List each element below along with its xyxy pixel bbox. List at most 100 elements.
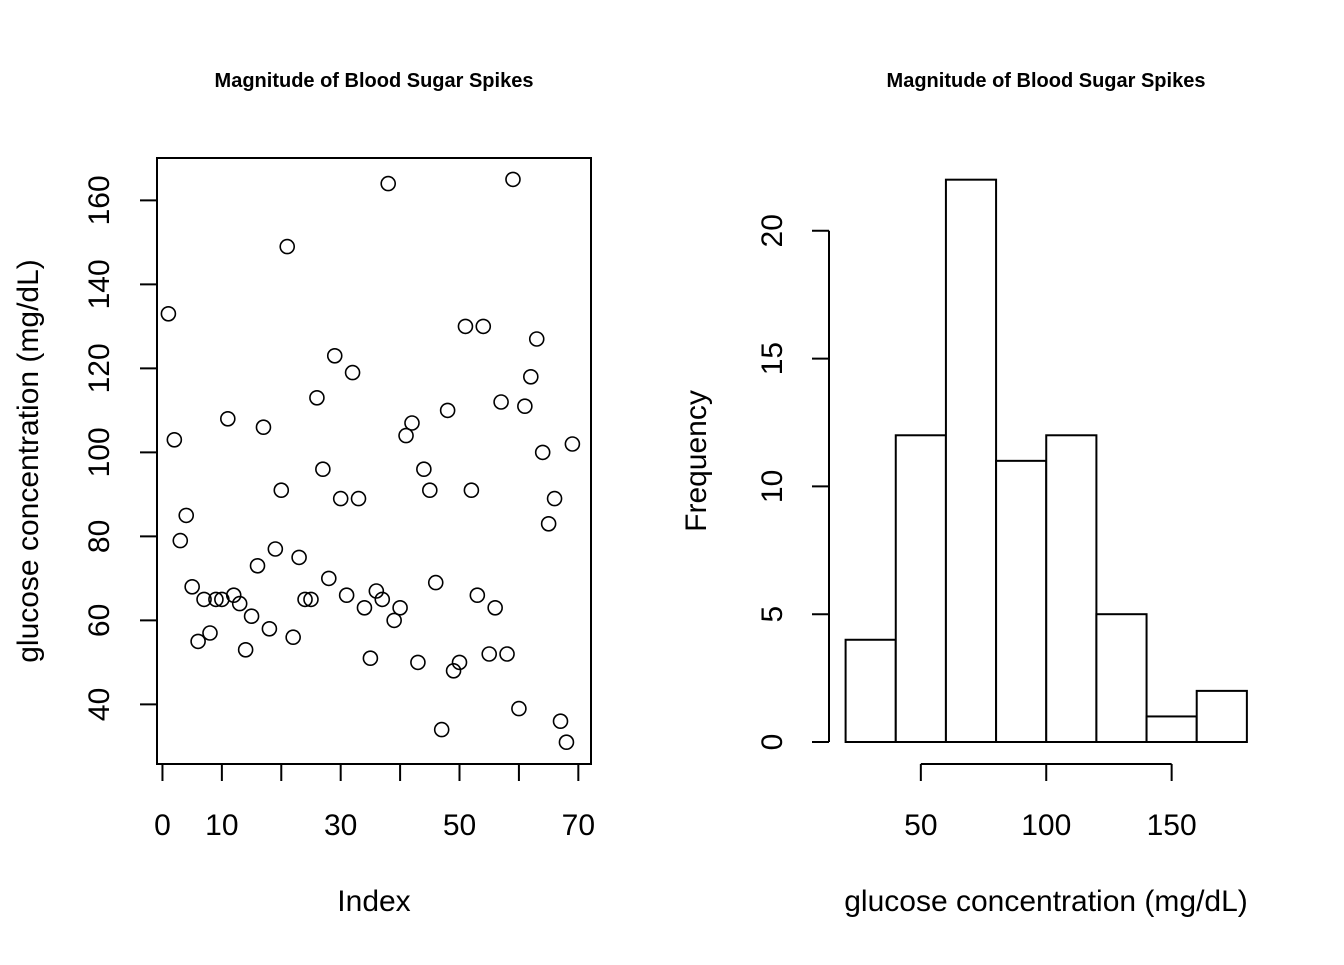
scatter-point (166, 431, 183, 448)
scatter-point (564, 436, 581, 452)
scatter-point (178, 507, 195, 524)
scatter-point (416, 461, 432, 478)
scatter-y-tick-label: 80 (83, 520, 116, 553)
scatter-point (487, 599, 503, 616)
scatter-point (160, 305, 177, 322)
scatter-point (303, 591, 319, 608)
scatter-point (344, 364, 361, 381)
scatter-point (552, 713, 569, 730)
scatter-point (285, 629, 301, 646)
scatter-point (493, 394, 509, 410)
scatter-point (445, 662, 462, 679)
scatter-point (558, 734, 575, 751)
scatter-point (243, 608, 260, 625)
scatter-point (463, 482, 480, 499)
scatter-point (386, 612, 402, 629)
scatter-point (315, 461, 331, 478)
scatter-point (309, 389, 325, 406)
histogram-y-tick-label: 15 (756, 342, 789, 375)
scatter-point (398, 427, 414, 444)
histogram-bar (1045, 434, 1098, 743)
scatter-point (225, 587, 242, 604)
scatter-point (368, 583, 385, 599)
histogram-bar (1195, 689, 1248, 744)
histogram-y-label: Frequency (680, 390, 713, 532)
scatter-x-label: Index (337, 885, 410, 918)
scatter-point (338, 587, 355, 604)
scatter-point (326, 347, 343, 364)
histogram-x-axis: 50 100 150 (904, 763, 1197, 842)
scatter-point (321, 570, 337, 587)
scatter-point (481, 646, 498, 662)
scatter-point (511, 700, 527, 717)
histogram-y-tick-label: 10 (756, 470, 789, 503)
scatter-point (374, 591, 391, 608)
scatter-x-axis: 0 10 30 50 70 (154, 763, 595, 842)
scatter-y-tick-label: 40 (83, 688, 116, 721)
scatter-point (404, 415, 420, 431)
scatter-point (184, 578, 200, 595)
scatter-point (332, 490, 349, 507)
histogram-title: Magnitude of Blood Sugar Spikes (887, 70, 1206, 92)
histogram-bar (844, 638, 897, 744)
scatter-point (297, 591, 313, 608)
scatter-point (528, 331, 545, 347)
scatter-point (208, 591, 224, 608)
histogram-bars (844, 178, 1248, 744)
histogram-panel: Magnitude of Blood Sugar Spikes 50 100 150… (680, 70, 1248, 918)
scatter-y-tick-label: 60 (83, 604, 116, 637)
histogram-bar (1145, 715, 1198, 744)
scatter-point (505, 171, 521, 188)
histogram-x-label: glucose concentration (mg/dL) (844, 885, 1248, 918)
scatter-point (267, 541, 284, 557)
scatter-x-tick-label: 70 (562, 809, 595, 842)
scatter-y-tick-label: 120 (83, 343, 116, 393)
histogram-bar (1095, 613, 1148, 744)
scatter-point (231, 595, 248, 612)
scatter-y-tick-label: 140 (83, 259, 116, 309)
scatter-point (517, 398, 533, 415)
scatter-point (534, 444, 551, 461)
scatter-point (255, 419, 272, 436)
scatter-y-tick-label: 100 (83, 427, 116, 477)
scatter-point (523, 368, 539, 385)
scatter-y-tick-label: 160 (83, 175, 116, 225)
scatter-x-tick-label: 10 (205, 809, 238, 842)
scatter-point (475, 318, 492, 335)
histogram-y-tick-label: 20 (756, 214, 789, 247)
scatter-point (380, 175, 397, 192)
scatter-point (249, 557, 266, 574)
scatter-point (422, 482, 438, 499)
scatter-point (362, 650, 379, 667)
scatter-y-label: glucose concentration (mg/dL) (12, 259, 45, 663)
scatter-point (469, 587, 486, 604)
scatter-point (190, 633, 206, 650)
scatter-point (451, 654, 468, 671)
scatter-point (279, 238, 296, 255)
scatter-point (261, 620, 278, 637)
histogram-x-tick-label: 150 (1147, 809, 1197, 842)
scatter-point (439, 402, 456, 419)
scatter-point (457, 318, 474, 335)
scatter-point (273, 482, 290, 499)
histogram-y-tick-label: 0 (756, 734, 789, 751)
histogram-bar (894, 434, 947, 743)
histogram-bar (944, 178, 998, 743)
scatter-plot-box (156, 157, 592, 765)
scatter-point (410, 654, 426, 671)
scatter-points (160, 171, 581, 751)
scatter-point (237, 641, 254, 658)
scatter-point (392, 599, 408, 616)
scatter-point (540, 515, 557, 532)
histogram-y-tick-label: 5 (756, 606, 789, 623)
scatter-point (220, 410, 236, 427)
histogram-x-tick-label: 50 (904, 809, 937, 842)
scatter-point (427, 574, 444, 591)
scatter-point (433, 721, 450, 738)
scatter-point (172, 532, 189, 549)
scatter-point (356, 599, 373, 616)
scatter-point (350, 490, 367, 507)
histogram-y-axis: 0 5 10 15 20 (756, 214, 830, 751)
